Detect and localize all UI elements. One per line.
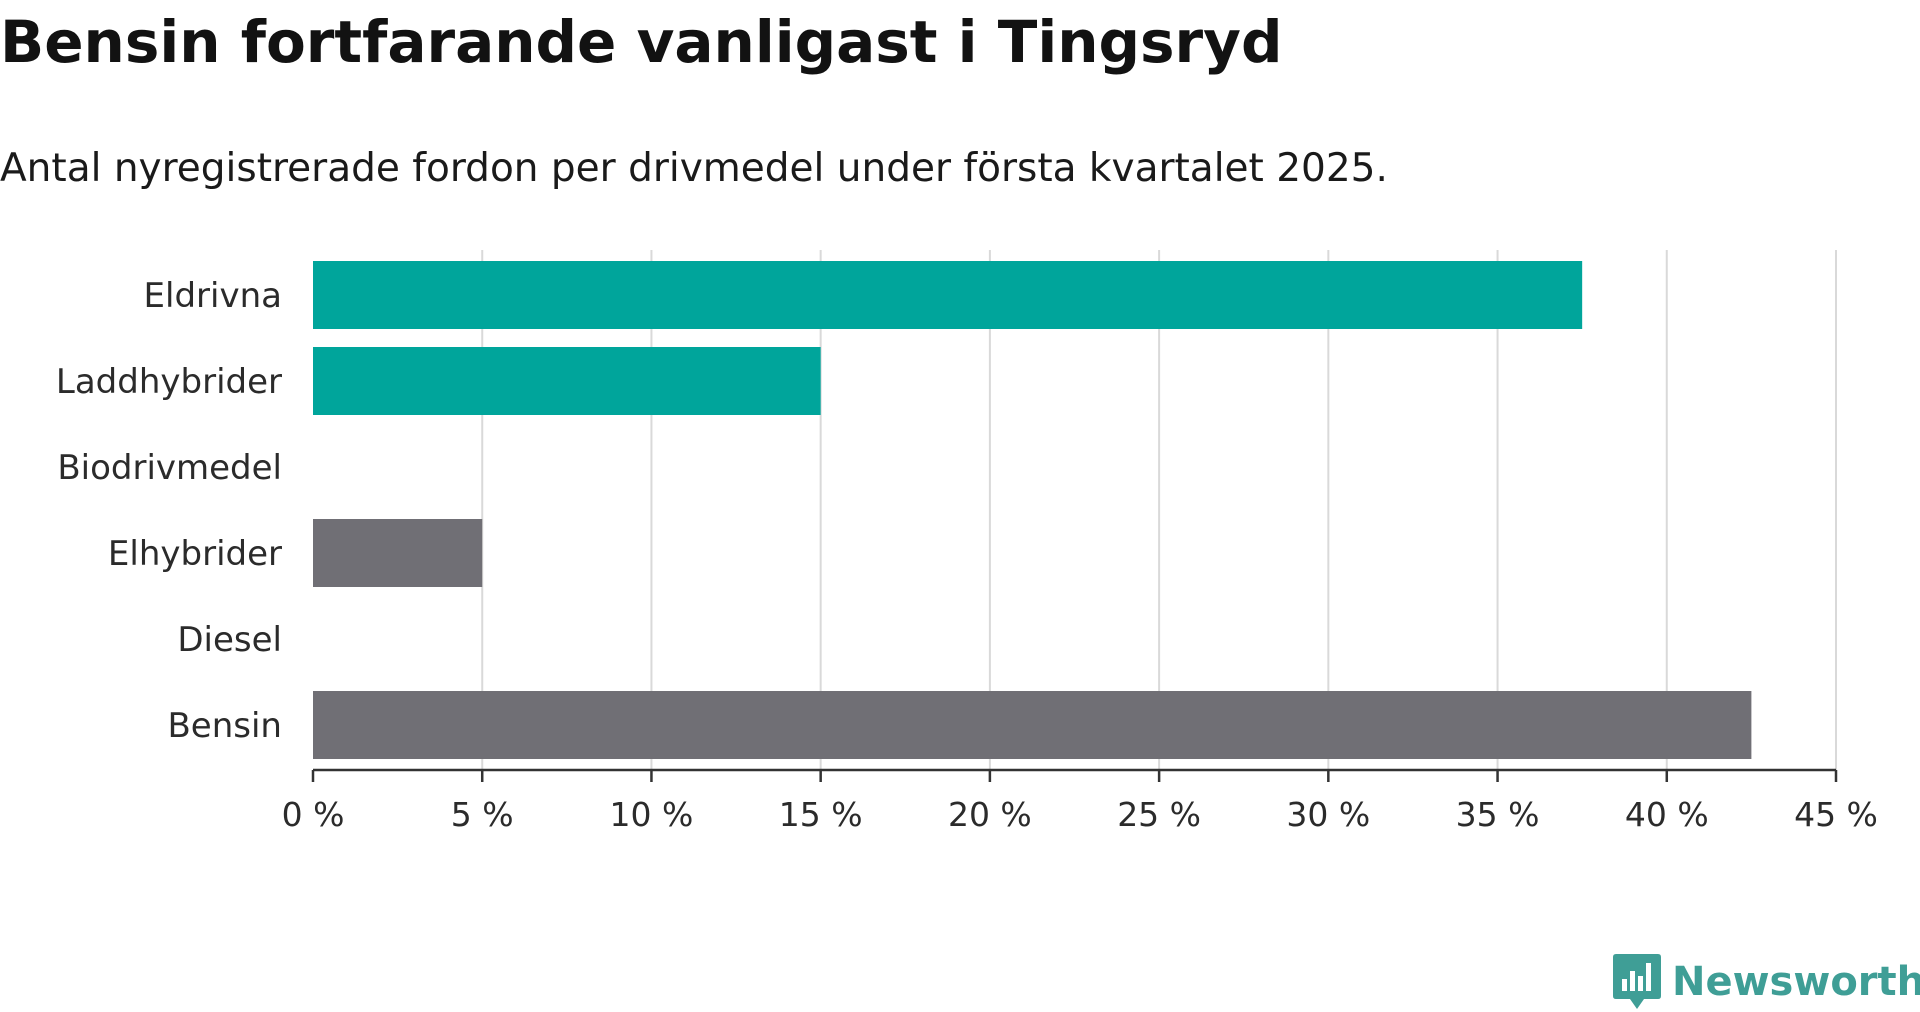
chart-title: Bensin fortfarande vanligast i Tingsryd	[0, 8, 1283, 76]
x-tick-label: 25 %	[1117, 795, 1201, 834]
newsworthy-logo-icon	[1613, 954, 1661, 1009]
x-axis: 0 % 5 % 10 % 15 % 20 % 25 % 30 % 35 % 40 % 45 %	[282, 768, 1878, 834]
bar-elhybrider	[313, 519, 483, 587]
bar-eldrivna	[313, 261, 1583, 329]
x-tick-label: 45 %	[1794, 795, 1878, 834]
x-tick-label: 10 %	[610, 795, 694, 834]
bar-laddhybrider	[313, 347, 821, 415]
category-label: Bensin	[167, 706, 282, 746]
x-tick-label: 20 %	[948, 795, 1032, 834]
bars	[313, 261, 1752, 759]
category-label: Eldrivna	[144, 276, 282, 316]
x-tick-label: 5 %	[451, 795, 514, 834]
category-label: Diesel	[177, 620, 282, 660]
newsworthy-brand: Newsworthy	[1612, 952, 1920, 1012]
x-tick-label: 15 %	[779, 795, 863, 834]
x-tick-label: 40 %	[1625, 795, 1709, 834]
bar-bensin	[313, 691, 1752, 759]
category-label: Laddhybrider	[56, 362, 282, 402]
gridlines	[481, 250, 1837, 770]
x-tick-label: 0 %	[282, 795, 345, 834]
x-tick-label: 35 %	[1456, 795, 1540, 834]
bar-chart: Eldrivna Laddhybrider Biodrivmedel Elhybrid…	[56, 250, 1878, 834]
newsworthy-wordmark: Newsworthy	[1672, 959, 1920, 1005]
category-labels: Eldrivna Laddhybrider Biodrivmedel Elhybrid…	[56, 276, 282, 746]
category-label: Elhybrider	[108, 534, 282, 574]
category-label: Biodrivmedel	[57, 448, 282, 488]
chart-subtitle: Antal nyregistrerade fordon per drivmede…	[0, 146, 1388, 191]
x-tick-label: 30 %	[1286, 795, 1370, 834]
